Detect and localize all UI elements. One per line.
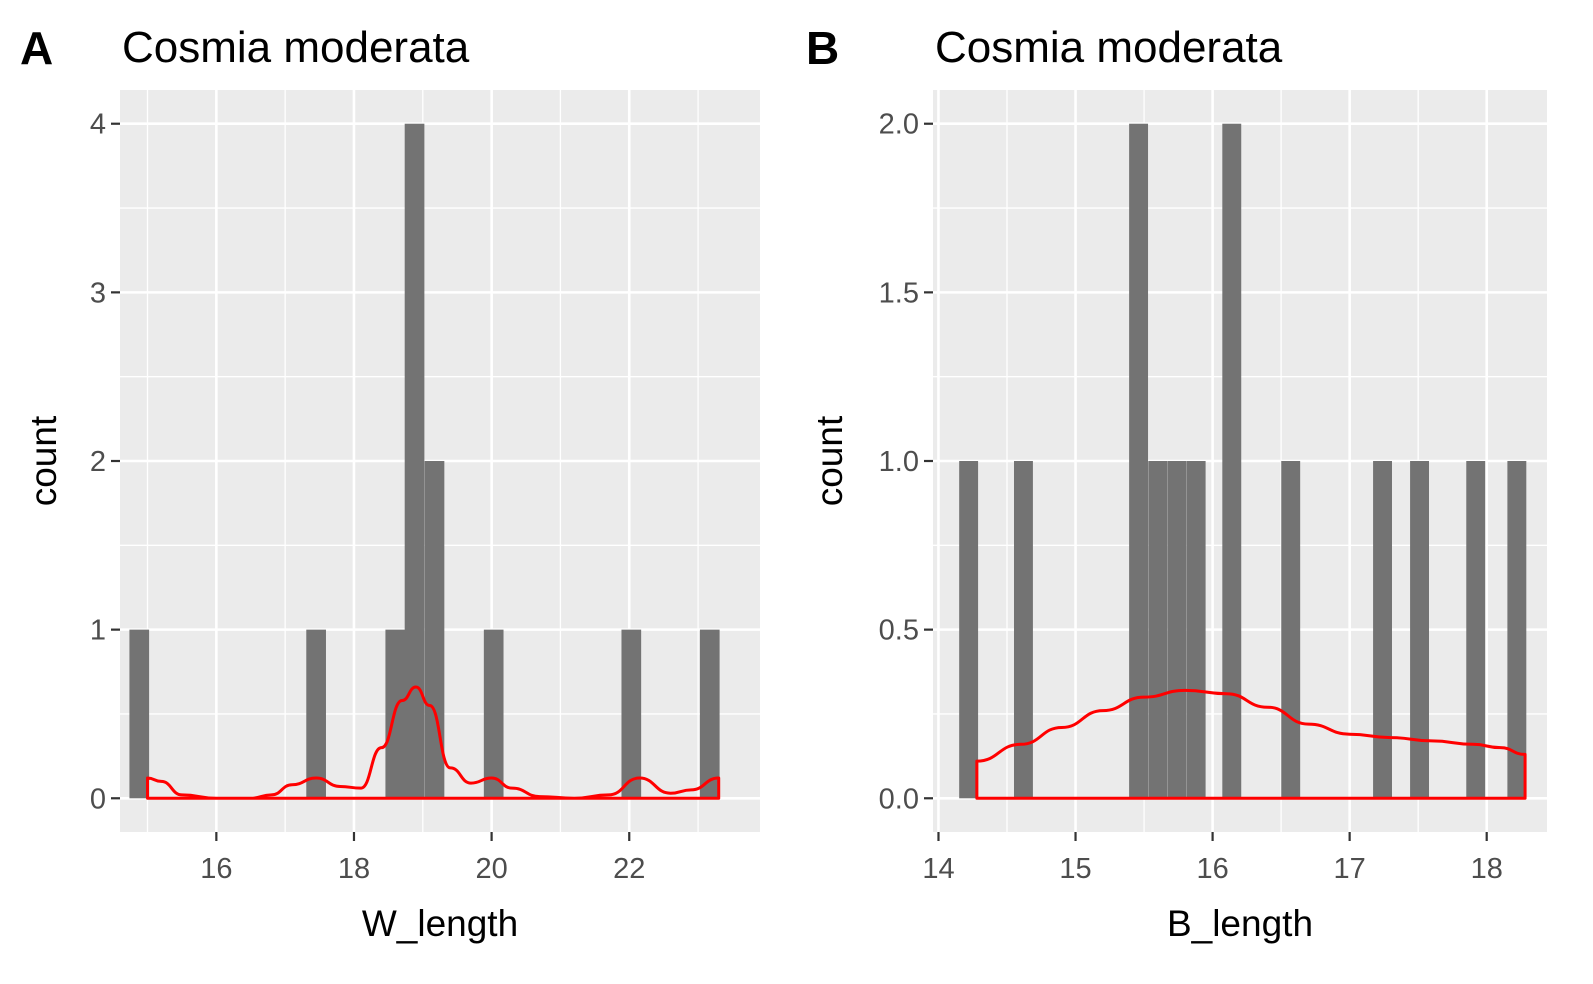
- panel-a: A Cosmia moderata 0 1 2 3 4 16 18 20 22 W_length…: [20, 22, 760, 944]
- panel-a-x-axis-title: W_length: [362, 903, 518, 944]
- panel-b-y-axis-title: count: [809, 415, 850, 506]
- panel-b-x-tick-label-1: 15: [1059, 853, 1091, 885]
- panel-b-axes: 0.0 0.5 1.0 1.5 2.0 14 15 16 17 18: [879, 109, 1503, 885]
- panel-b-histogram-bar-2: [1129, 123, 1149, 799]
- panel-a-y-tick-label-3: 3: [90, 277, 106, 309]
- panel-b-x-tick-label-0: 14: [922, 853, 954, 885]
- panel-a-density-curve: [146, 685, 721, 800]
- panel-a-histogram-bar-4: [424, 461, 445, 799]
- panel-b-x-axis-title: B_length: [1167, 903, 1313, 944]
- panel-b-y-tick-label-4: 2.0: [879, 109, 919, 141]
- panel-b-tag: B: [806, 22, 839, 74]
- panel-b-y-tick-label-3: 1.5: [879, 277, 919, 309]
- panel-b-histogram-bar-8: [1373, 461, 1392, 799]
- panel-b-histogram-bar-10: [1466, 461, 1486, 799]
- panel-a-histogram-bar-0: [129, 629, 150, 799]
- panel-b-y-tick-label-2: 1.0: [879, 446, 919, 478]
- panel-b: B Cosmia moderata 0.0 0.5 1.0 1.5 2.0 14 15 16 1…: [806, 22, 1547, 944]
- panel-a-x-tick-label-2: 20: [475, 853, 507, 885]
- panel-b-histogram-bar-6: [1222, 123, 1242, 799]
- panel-a-title: Cosmia moderata: [122, 23, 470, 72]
- panel-b-density-curve: [975, 688, 1527, 800]
- panel-b-title: Cosmia moderata: [935, 23, 1283, 72]
- panel-a-axes: 0 1 2 3 4 16 18 20 22: [90, 109, 646, 885]
- panel-a-histogram-bar-5: [483, 629, 504, 799]
- panel-b-y-tick-label-0: 0.0: [879, 783, 919, 815]
- panel-b-histogram-bar-11: [1507, 461, 1527, 799]
- panel-b-density-line: [975, 688, 1527, 800]
- panel-b-x-tick-label-2: 16: [1196, 853, 1228, 885]
- panel-a-x-tick-label-0: 16: [200, 853, 232, 885]
- panel-a-histogram-bar-3: [404, 123, 425, 799]
- panel-b-bars: [959, 123, 1527, 799]
- panel-b-histogram-bar-1: [1013, 461, 1033, 799]
- panel-a-y-axis-title: count: [23, 415, 64, 506]
- panel-a-y-tick-label-1: 1: [90, 615, 106, 647]
- panel-a-tag: A: [20, 22, 53, 74]
- panel-a-x-tick-label-1: 18: [338, 853, 370, 885]
- panel-a-histogram-bar-6: [621, 629, 642, 799]
- panel-b-histogram-bar-9: [1410, 461, 1429, 799]
- panel-a-x-tick-label-3: 22: [613, 853, 645, 885]
- panel-a-y-tick-label-2: 2: [90, 446, 106, 478]
- panel-b-histogram-bar-7: [1281, 461, 1301, 799]
- panel-b-histogram-bar-5: [1186, 461, 1206, 799]
- panel-b-histogram-bar-3: [1148, 461, 1168, 799]
- panel-b-y-tick-label-1: 0.5: [879, 615, 919, 647]
- panel-a-histogram-bar-1: [306, 629, 326, 799]
- panel-a-y-tick-label-0: 0: [90, 783, 106, 815]
- panel-b-histogram-bar-4: [1167, 461, 1187, 799]
- panel-b-x-tick-label-4: 18: [1471, 853, 1503, 885]
- panel-a-density-line: [146, 685, 721, 800]
- panel-a-y-tick-label-4: 4: [90, 109, 106, 141]
- panel-a-histogram-bar-7: [699, 629, 720, 799]
- panel-b-x-tick-label-3: 17: [1334, 853, 1366, 885]
- panel-b-histogram-bar-0: [959, 461, 979, 799]
